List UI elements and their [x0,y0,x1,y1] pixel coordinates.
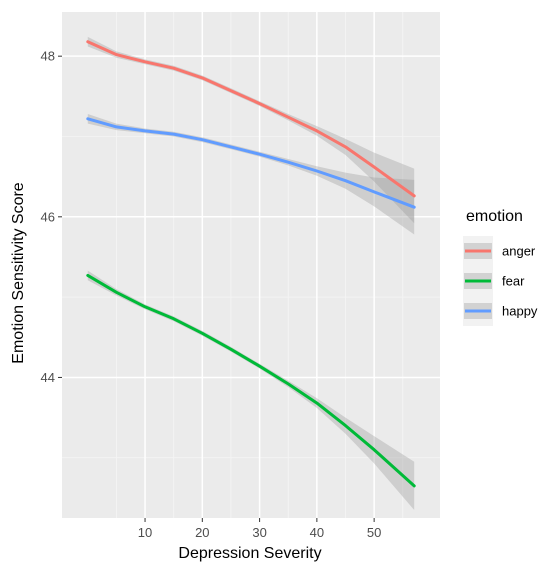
plot-panel [62,12,440,518]
legend-label-happy: happy [502,304,538,319]
x-tick-label: 40 [310,525,324,540]
x-axis-title: Depression Severity [178,545,321,562]
series-lines [86,40,416,488]
series-line-anger [86,40,416,198]
legend-title: emotion [466,208,523,225]
series-line-fear [86,273,416,488]
y-tick-label: 48 [41,49,55,64]
axes: 10 20 30 40 50 44 46 48 [41,49,382,540]
y-axis-title: Emotion Sensitivity Score [10,182,27,364]
x-tick-label: 10 [138,525,152,540]
x-tick-label: 30 [252,525,266,540]
legend-label-fear: fear [502,274,525,289]
legend-label-anger: anger [502,244,536,259]
y-tick-label: 44 [41,370,55,385]
y-tick-label: 46 [41,209,55,224]
legend: emotion anger fear happy [463,208,538,326]
x-tick-label: 20 [195,525,209,540]
panel-background [62,12,440,518]
series-line-happy [86,117,416,209]
x-tick-label: 50 [367,525,381,540]
